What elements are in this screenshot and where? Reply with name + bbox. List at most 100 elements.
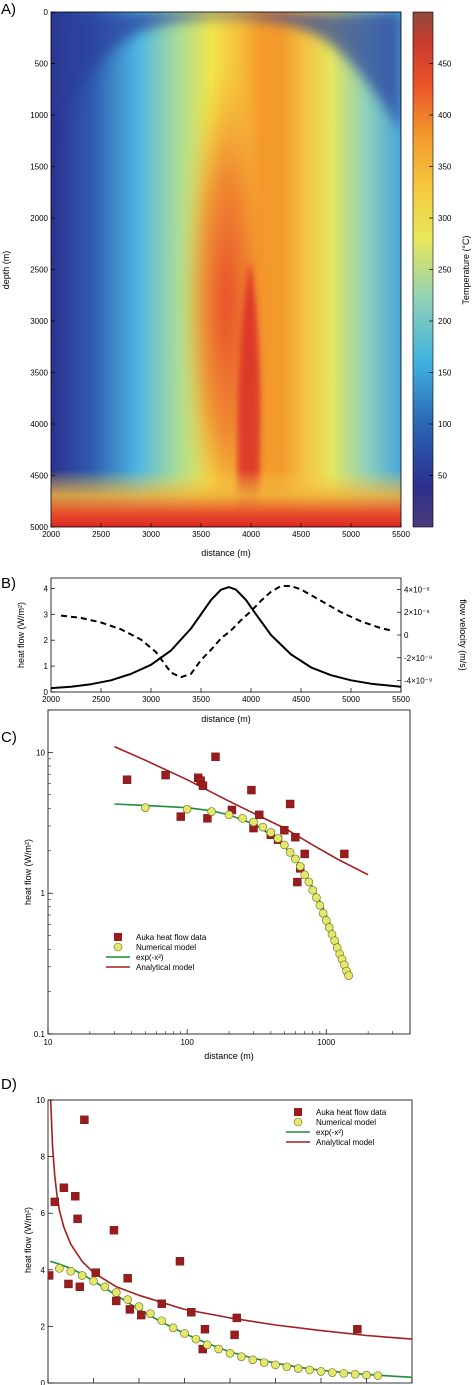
panel-d-model-point [373,1371,383,1380]
panel-d-model-point [316,1367,326,1376]
panel-c-ylabel: heat flow (W/m²) [23,839,33,905]
panel-a-x-tick-label: 4000 [242,530,260,539]
panel-a-y-ticks: 0 500 1000 1500 2000 2500 3000 3500 4000 4500 5000 [30,8,55,532]
panel-c-legend-swatch-square [114,933,122,941]
panel-b-label: B) [1,575,16,592]
panel-a-label: A) [1,1,16,18]
panel-c-data-point [291,832,300,842]
panel-c-legend-entry-label: Auka heat flow data [136,933,207,942]
panel-d-model-point [225,1348,235,1358]
panel-a-x-tick-label: 5500 [392,530,410,539]
panel-d-data-point [73,1214,82,1224]
panel-d-data-point [137,1310,146,1320]
panel-c-model-point [300,870,309,880]
panel-c-model-point [308,885,318,895]
panel-d-label: D) [1,1076,17,1093]
colorbar-tick-label: 250 [438,266,452,275]
panel-b-x-tick-label: 2000 [42,695,60,704]
panel-d-curve [49,1100,412,1340]
panel-d-model-point [214,1344,223,1354]
panel-c-x-tick-label: 100 [180,1038,194,1047]
panel-c-model-point [315,901,325,910]
field-plume-core [237,260,261,520]
colorbar-tick-label: 200 [438,317,452,326]
panel-b: B) 2000 2500 3000 3500 4000 4500 5000 5500 0 1 2 3… [1,575,468,724]
panel-d-legend-entry-label: Analytical model [316,1138,374,1147]
panel-d-data-point [200,1325,210,1334]
colorbar-tick-label: 150 [438,369,452,378]
panel-b-y2-tick-label: -4×10⁻⁹ [404,677,432,686]
panel-d-legend-entry-label: Numerical model [316,1118,376,1127]
field-top-cold-band [51,12,401,130]
panel-b-y-tick-label: 3 [44,610,49,619]
panel-c-model-point [280,840,289,850]
panel-d-y-ticks: 0 2 4 6 8 10 heat flow (W/m²) [23,1096,53,1385]
panel-a-y-tick-label: 5000 [30,523,48,532]
panel-c-data-point [280,826,289,835]
colorbar-tick-label: 300 [438,214,452,223]
panel-b-y-ticks: 0 1 2 3 4 [44,584,55,697]
panel-c-y-tick-label: 0.1 [34,1030,46,1039]
panel-d-data-point [64,1279,73,1289]
panel-c-y-tick-label: 1 [41,889,46,898]
panel-c-data-point [293,877,302,887]
panel-a-y-tick-label: 4000 [30,420,48,429]
panel-d-model-point [293,1364,303,1373]
panel-c-data-point [176,812,185,821]
panel-b-y-tick-label: 4 [44,584,49,593]
panel-b-y2-tick-label: 0 [404,631,409,640]
panel-d-y-tick-label: 2 [41,1322,46,1331]
panel-b-x-tick-label: 2500 [92,695,110,704]
panel-d-y-tick-label: 8 [41,1153,46,1162]
panel-d-model-point [157,1316,167,1326]
panel-d-data-point [59,1183,69,1192]
panel-a-ylabel: depth (m) [1,251,11,290]
panel-d-data-point [71,1192,80,1201]
panel-c: C) 10 100 1000 0.1 1 10 Auka heat flow dataN… [1,709,411,1061]
panel-c-model-point [266,828,276,837]
panel-c-data-point [203,814,212,823]
panel-a-x-tick-label: 2000 [42,530,60,539]
panel-a-xlabel: distance (m) [201,548,251,558]
panel-a-y-tick-label: 3500 [30,369,48,378]
panel-d-model-point [134,1302,144,1311]
panel-b-y2-ticks: 4×10⁻⁹ 2×10⁻⁹ 0 -2×10⁻⁹ -4×10⁻⁹ [397,585,432,686]
panel-a-x-ticks: 2000 2500 3000 3500 4000 4500 5000 5500 [42,523,410,539]
panel-c-model-point [258,822,268,832]
panel-c-model-point [295,862,305,871]
panel-d-model-point [168,1323,178,1333]
panel-c-frame [47,709,411,1035]
colorbar-tick-label: 50 [438,472,447,481]
temperature-field [51,12,401,527]
panel-b-x-tick-label: 4500 [292,695,310,704]
panel-d-model-point [339,1369,349,1378]
panel-c-data-point [300,849,309,859]
panel-d-data-point [80,1115,89,1125]
panel-b-ylabel: heat flow (W/m²) [16,602,26,668]
panel-b-y-tick-label: 2 [44,636,49,645]
panel-c-legend-entry-label: Numerical model [136,943,196,952]
panel-b-y2-tick-label: 2×10⁻⁹ [404,608,430,617]
panel-d-x-ticks [47,1378,413,1383]
panel-d-ylabel: heat flow (W/m²) [23,1207,33,1273]
panel-d-model-point [202,1340,212,1350]
panel-a-x-tick-label: 5000 [342,530,360,539]
panel-d-data-point [109,1225,119,1235]
panel-c-model-point [238,814,247,823]
panel-c-model-point [273,834,283,843]
panel-d: D) 0 2 4 6 8 10 heat flow (W/m²) Auka heat flo… [1,1076,413,1385]
panel-d-model-point [123,1295,132,1304]
panel-d-legend-swatch-square [294,1108,302,1116]
panel-d-model-point [89,1276,98,1286]
panel-a-x-tick-label: 3500 [192,530,210,539]
panel-a-x-tick-label: 2500 [92,530,110,539]
panel-d-data-point [112,1296,121,1306]
panel-a-y-tick-label: 1000 [30,111,48,120]
panel-d-model-point [237,1352,246,1361]
panel-c-data-point [122,775,132,784]
panel-c-model-point [249,817,258,827]
panel-c-data-point [211,752,220,762]
panel-d-data-point [123,1274,132,1283]
panel-c-model-point [312,893,321,902]
panel-c-legend-entry-label: Analytical model [136,963,194,972]
